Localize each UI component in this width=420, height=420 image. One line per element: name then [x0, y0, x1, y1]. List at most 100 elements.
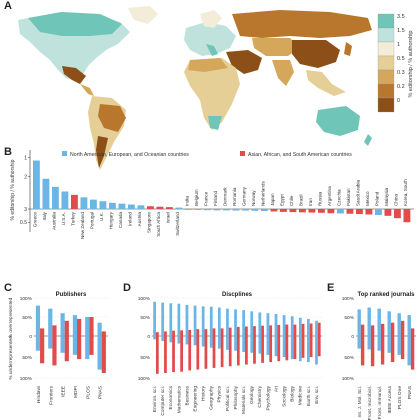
bar-b-label-0: Greece — [32, 212, 37, 228]
bar-red-over — [212, 328, 216, 336]
bar-b-label-8: Hungary — [108, 211, 113, 229]
bar-blue-under — [201, 336, 205, 347]
category-label: IEEE — [61, 386, 67, 397]
bar-b-label-11: Austria — [137, 212, 142, 227]
bar-blue-under — [153, 336, 156, 340]
map-region-scandinavia — [200, 10, 222, 28]
bar-red-under — [236, 336, 240, 366]
legend-swatch — [377, 27, 395, 43]
bar-blue-under — [266, 336, 270, 355]
tick-label: 50% — [22, 355, 32, 361]
bar-b-12 — [147, 206, 154, 209]
bar-blue-over — [307, 318, 310, 336]
bar-blue-under — [290, 336, 294, 360]
bar-b-label-30: Russia — [317, 192, 322, 206]
axis-label-under: % underrepresented — [8, 336, 14, 380]
legend-tick-label: 0 — [397, 98, 400, 104]
bar-blue-under — [169, 336, 173, 343]
map-region-italy-greece — [206, 44, 218, 56]
bar-b-32 — [337, 209, 344, 214]
bar-red-under — [220, 336, 224, 368]
tick-label: 100% — [342, 376, 355, 382]
bar-red-over — [236, 326, 240, 336]
category-label: Earth sci. — [306, 386, 312, 406]
map-region-india — [272, 60, 294, 86]
bar-blue-over — [315, 320, 318, 336]
bar-b-5 — [80, 197, 88, 209]
bar-red-over — [317, 322, 321, 336]
bar-blue-over — [234, 309, 237, 336]
bar-red-over — [180, 330, 184, 336]
category-label: Materials sci. — [241, 386, 247, 414]
category-label: Geography — [209, 385, 215, 409]
tick-label: 100% — [342, 296, 355, 302]
panel-letter-d: D — [123, 282, 131, 294]
bar-b-14 — [166, 207, 173, 209]
bar-b-label-3: U.S.A. — [61, 212, 66, 225]
tick-label: 50% — [22, 315, 32, 321]
bar-red-over — [228, 327, 232, 336]
bar-red-over — [172, 330, 175, 336]
map-legend: 3.5 1.5 1 0.5 0.3 0.2 0 % editorship / % author… — [377, 13, 414, 113]
bar-red-under — [212, 336, 216, 368]
bar-b-8 — [109, 202, 116, 209]
bar-blue-over — [185, 304, 189, 336]
bar-b-1 — [42, 178, 50, 209]
bar-blue-under — [161, 336, 165, 342]
panel-letter-e: E — [327, 282, 335, 294]
bar-red-under — [228, 336, 232, 367]
bar-b-0 — [33, 160, 40, 209]
category-label: PLOS — [85, 386, 91, 399]
bar-blue-over — [397, 313, 401, 336]
bar-red-over — [77, 318, 82, 336]
bar-blue-under — [85, 336, 90, 360]
bar-blue-under — [217, 336, 221, 349]
bar-blue-over — [169, 303, 173, 336]
bar-blue-under — [97, 336, 102, 370]
bar-blue-over — [290, 316, 294, 336]
bar-b-label-31: Argentina — [327, 186, 332, 206]
bar-red-over — [370, 325, 375, 336]
bar-red-under — [172, 336, 175, 373]
bar-red-under — [101, 336, 106, 373]
bar-red-over — [101, 331, 106, 336]
legend-title: % editorship / % authorship — [408, 31, 414, 98]
bar-red-over — [245, 326, 248, 336]
bar-red-over — [277, 324, 281, 336]
panel-title: Top ranked journals — [358, 292, 416, 298]
category-label: Engineering — [192, 386, 198, 412]
legend-tick-label: 1.5 — [397, 28, 405, 34]
bar-red-over — [380, 323, 385, 336]
category-label: Environ. sci. — [152, 386, 158, 412]
tick-label: 0 — [351, 334, 354, 340]
bar-red-under — [64, 336, 69, 362]
category-label: PNAS — [407, 386, 413, 399]
bar-red-over — [360, 324, 365, 336]
bar-b-3 — [61, 191, 69, 209]
category-label: Front. microbiol. — [367, 386, 373, 420]
bar-b-label-20: Denmark — [222, 187, 227, 206]
bar-blue-over — [250, 311, 254, 336]
bar-blue-over — [97, 322, 102, 336]
bar-blue-over — [258, 312, 262, 336]
legend-tick-label: 1 — [397, 42, 400, 48]
bar-red-under — [360, 336, 365, 366]
tick-label: 100% — [20, 376, 33, 382]
axis-b-tick-label: 2 — [24, 174, 27, 180]
bar-red-under — [196, 336, 200, 370]
bar-red-under — [285, 336, 289, 361]
bar-blue-over — [407, 315, 411, 336]
legend-tick-label: 3.5 — [397, 14, 405, 20]
bar-red-over — [188, 329, 192, 336]
bar-b-7 — [99, 201, 107, 209]
category-label: IEEE Access — [387, 385, 393, 413]
panel-letter-c: C — [4, 282, 12, 294]
bar-b-label-35: Mexico — [365, 191, 370, 206]
bar-blue-under — [177, 336, 181, 344]
bar-blue-under — [226, 336, 229, 350]
bar-red-under — [301, 336, 305, 358]
bar-blue-over — [367, 307, 371, 336]
bar-blue-over — [201, 306, 205, 336]
